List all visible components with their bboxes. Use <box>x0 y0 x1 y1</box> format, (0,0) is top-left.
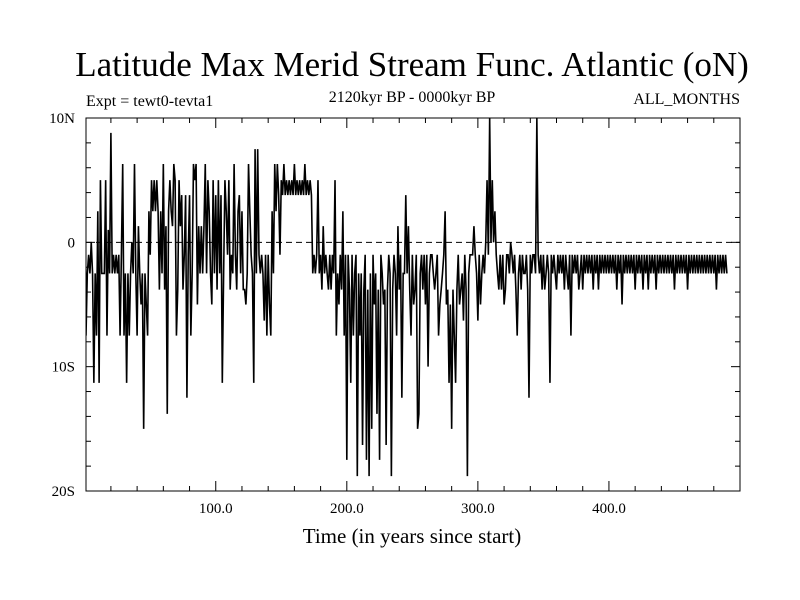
season-label: ALL_MONTHS <box>633 91 740 108</box>
y-tick-label: 20S <box>52 484 75 500</box>
experiment-label: Expt = tewt0-tevta1 <box>86 93 213 110</box>
y-tick-label: 0 <box>68 235 76 251</box>
x-tick-label: 300.0 <box>461 501 495 517</box>
x-tick-label: 200.0 <box>330 501 364 517</box>
y-tick-label: 10S <box>52 360 75 376</box>
plot-area: 100.0 200.0 300.0 400.0 10N 0 10S 20S <box>49 111 741 517</box>
series-line <box>86 118 728 477</box>
x-tick-label: 400.0 <box>592 501 626 517</box>
x-axis-label: Time (in years since start) <box>303 524 522 548</box>
x-tick-label: 100.0 <box>199 501 233 517</box>
y-tick-label: 10N <box>49 111 75 127</box>
chart-title: Latitude Max Merid Stream Func. Atlantic… <box>75 45 749 84</box>
chart-subtitle: 2120kyr BP - 0000kyr BP <box>329 89 496 106</box>
